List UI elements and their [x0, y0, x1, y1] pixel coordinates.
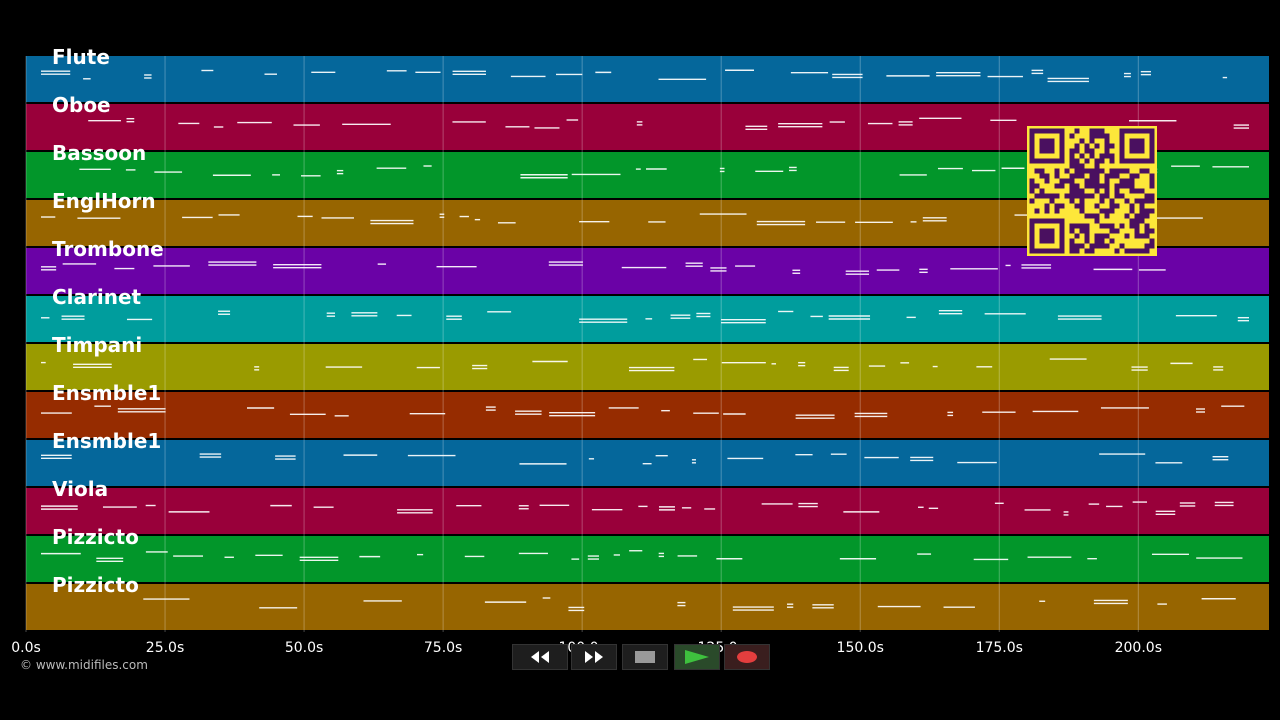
track-label: Timpani — [52, 333, 143, 357]
time-tick-label: 200.0s — [1114, 640, 1162, 656]
track-label: Viola — [52, 477, 109, 501]
track-label: Bassoon — [52, 141, 147, 165]
copyright-text: © www.midifiles.com — [20, 658, 148, 672]
note-marks — [41, 69, 1249, 612]
fast-forward-button[interactable] — [571, 644, 617, 670]
record-icon — [736, 650, 758, 664]
track-lane[interactable] — [26, 488, 1269, 534]
track-lanes[interactable] — [0, 0, 1280, 640]
track-label: Ensmble1 — [52, 429, 162, 453]
time-tick-label: 150.0s — [836, 640, 884, 656]
track-lane[interactable] — [26, 584, 1269, 630]
track-label: Clarinet — [52, 285, 142, 309]
record-button[interactable] — [724, 644, 770, 670]
track-label: Oboe — [52, 93, 111, 117]
track-label: EnglHorn — [52, 189, 156, 213]
time-tick-label: 0.0s — [11, 640, 41, 656]
fast-forward-icon — [579, 650, 609, 664]
play-icon — [683, 649, 711, 665]
stop-icon — [634, 650, 656, 664]
time-tick-label: 175.0s — [975, 640, 1023, 656]
play-button[interactable] — [674, 644, 720, 670]
rewind-icon — [525, 650, 555, 664]
track-label: Trombone — [52, 237, 164, 261]
track-label: Pizzicto — [52, 525, 139, 549]
time-tick-label: 25.0s — [145, 640, 185, 656]
time-tick-label: 50.0s — [284, 640, 324, 656]
track-lane[interactable] — [26, 392, 1269, 438]
track-lane[interactable] — [26, 536, 1269, 582]
track-label: Flute — [52, 45, 110, 69]
rewind-button[interactable] — [512, 644, 568, 670]
qr-code-image — [1027, 126, 1157, 256]
stop-button[interactable] — [622, 644, 668, 670]
track-label: Ensmble1 — [52, 381, 162, 405]
time-tick-label: 75.0s — [423, 640, 463, 656]
track-label: Pizzicto — [52, 573, 139, 597]
